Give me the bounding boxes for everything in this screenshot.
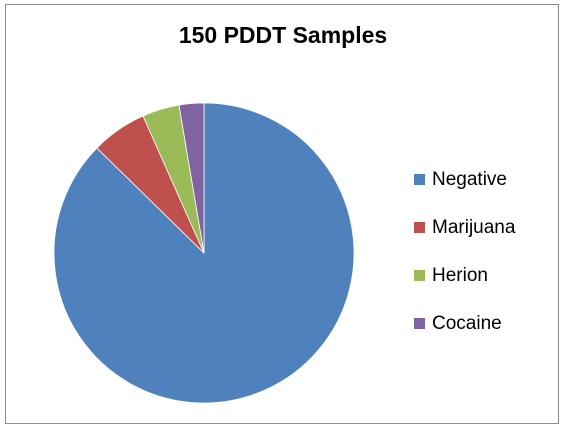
legend-swatch	[414, 318, 425, 329]
legend-label: Cocaine	[432, 313, 502, 334]
legend-label: Negative	[432, 169, 507, 190]
pie-slice-cocaine	[178, 102, 205, 254]
legend-swatch	[414, 174, 425, 185]
legend-label: Herion	[432, 265, 488, 286]
legend-swatch	[414, 270, 425, 281]
legend-label: Marijuana	[432, 217, 516, 238]
legend-swatch	[414, 222, 425, 233]
chart-title: 150 PDDT Samples	[178, 22, 388, 48]
